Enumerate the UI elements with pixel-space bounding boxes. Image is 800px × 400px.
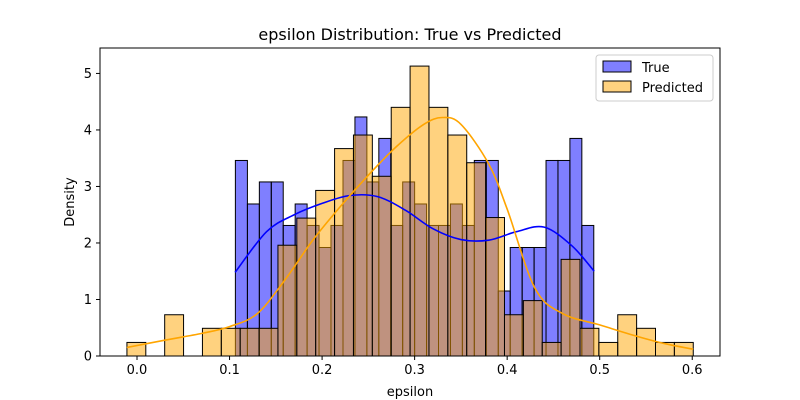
bar-predicted <box>164 314 185 357</box>
y-tick-label: 2 <box>84 236 92 251</box>
legend-swatch-predicted <box>602 80 632 93</box>
bar-predicted <box>409 65 430 357</box>
bar-predicted <box>466 162 487 357</box>
bar-predicted <box>541 341 562 357</box>
bar-predicted <box>503 314 524 357</box>
bar-predicted <box>447 134 468 357</box>
chart-title: epsilon Distribution: True vs Predicted <box>258 25 561 44</box>
kde-line-true <box>234 193 595 273</box>
bar-true <box>545 159 559 357</box>
bar-predicted <box>390 106 411 357</box>
x-tick-label: 0.6 <box>682 363 703 378</box>
x-tick-label: 0.1 <box>219 363 240 378</box>
y-tick-label: 1 <box>84 293 92 308</box>
kde-line-predicted <box>126 116 694 351</box>
y-tick-label: 3 <box>84 180 92 195</box>
bar-predicted <box>579 327 600 357</box>
x-tick-label: 0.0 <box>127 363 148 378</box>
legend-swatch-true <box>602 60 632 73</box>
bar-predicted <box>239 327 260 357</box>
bar-predicted <box>560 258 581 357</box>
y-tick-label: 5 <box>84 67 92 82</box>
bar-predicted <box>220 327 241 357</box>
legend: True Predicted <box>595 54 714 102</box>
bar-predicted <box>352 134 373 357</box>
axes: 0.0 0.1 0.2 0.3 0.4 0.5 0.6 0 1 2 3 4 5 <box>84 67 703 378</box>
bar-predicted <box>522 300 543 357</box>
x-axis-title: epsilon <box>387 385 433 400</box>
y-tick-label: 4 <box>84 123 92 138</box>
x-tick-label: 0.4 <box>497 363 518 378</box>
x-tick-label: 0.3 <box>404 363 425 378</box>
bar-predicted <box>258 327 279 357</box>
legend-label-true: True <box>641 61 670 76</box>
bar-predicted <box>334 148 354 357</box>
bar-predicted <box>315 189 336 357</box>
x-tick-label: 0.2 <box>312 363 333 378</box>
axes-frame <box>99 47 721 357</box>
bar-predicted <box>636 327 657 357</box>
y-tick-label: 0 <box>84 350 92 365</box>
legend-label-predicted: Predicted <box>642 81 703 96</box>
y-axis-title: Density <box>63 177 78 227</box>
x-tick-label: 0.5 <box>589 363 610 378</box>
bar-predicted <box>371 175 392 357</box>
bar-predicted <box>277 244 298 357</box>
bar-predicted <box>598 341 619 357</box>
